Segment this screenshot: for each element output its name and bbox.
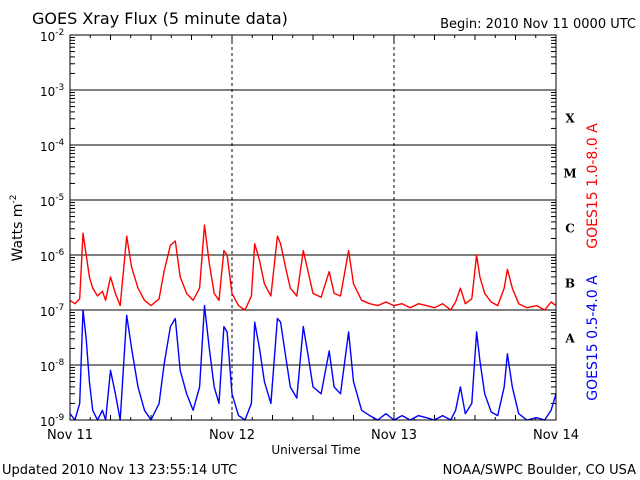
series-line-1 <box>69 224 557 311</box>
y-tick-label: 10-5 <box>40 193 64 209</box>
series-lines <box>69 224 557 421</box>
y-axis-label: Watts m-2 <box>9 195 26 262</box>
x-tick-label: Nov 13 <box>371 428 417 443</box>
y-tick-label: 10-2 <box>40 28 64 44</box>
grid <box>70 35 556 420</box>
x-tick-label: Nov 14 <box>533 428 579 443</box>
updated-timestamp: Updated 2010 Nov 13 23:55:14 UTC <box>2 463 237 478</box>
y-tick-label: 10-9 <box>40 413 65 429</box>
y-tick-label: 10-8 <box>40 358 65 374</box>
y-tick-label: 10-6 <box>40 248 65 264</box>
plot-frame <box>69 34 557 421</box>
flare-class-x: X <box>565 112 575 126</box>
y-tick-label: 10-4 <box>40 138 65 154</box>
y-tick-label: 10-7 <box>40 303 64 319</box>
axis-ticks <box>69 35 557 420</box>
y-tick-labels: 10-9 10-8 10-7 10-6 10-5 10-4 10-3 10-2 <box>40 28 65 429</box>
legend-series-2: GOES15 0.5-4.0 A <box>585 275 601 401</box>
flare-class-c: C <box>565 222 575 236</box>
x-tick-label: Nov 11 <box>47 428 93 443</box>
chart-title: GOES Xray Flux (5 minute data) <box>32 9 288 28</box>
x-tick-labels: Nov 11 Nov 12 Nov 13 Nov 14 <box>47 428 579 443</box>
series-line-2 <box>69 304 557 421</box>
x-tick-label: Nov 12 <box>209 428 255 443</box>
begin-label: Begin: 2010 Nov 11 0000 UTC <box>440 17 636 32</box>
flare-class-labels: A B C M X <box>563 112 576 346</box>
y-tick-label: 10-3 <box>40 83 64 99</box>
source-label: NOAA/SWPC Boulder, CO USA <box>443 463 636 478</box>
x-axis-label: Universal Time <box>271 443 360 457</box>
flare-class-m: M <box>563 167 576 181</box>
flare-class-b: B <box>565 277 575 291</box>
legend-series-1: GOES15 1.0-8.0 A <box>585 123 601 249</box>
flare-class-a: A <box>564 332 575 346</box>
